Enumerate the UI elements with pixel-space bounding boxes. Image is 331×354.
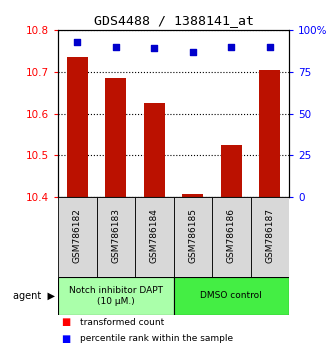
Bar [144, 103, 165, 197]
Text: GSM786182: GSM786182 [73, 208, 82, 263]
Bar [58, 277, 173, 315]
Bar [135, 197, 173, 277]
Text: Notch inhibitor DAPT
(10 μM.): Notch inhibitor DAPT (10 μM.) [69, 286, 163, 306]
Point [229, 44, 234, 50]
Bar [97, 197, 135, 277]
Bar [173, 197, 212, 277]
Text: DMSO control: DMSO control [200, 291, 262, 301]
Point [190, 49, 195, 55]
Text: GSM786184: GSM786184 [150, 208, 159, 263]
Bar [58, 197, 97, 277]
Bar [259, 70, 280, 197]
Bar [67, 57, 88, 197]
Text: GSM786187: GSM786187 [265, 208, 274, 263]
Point [113, 44, 118, 50]
Text: transformed count: transformed count [79, 318, 164, 327]
Point [152, 46, 157, 51]
Text: agent  ▶: agent ▶ [13, 291, 55, 301]
Text: percentile rank within the sample: percentile rank within the sample [79, 334, 233, 343]
Bar [173, 277, 289, 315]
Bar [105, 78, 126, 197]
Bar [221, 145, 242, 197]
Title: GDS4488 / 1388141_at: GDS4488 / 1388141_at [93, 15, 254, 28]
Bar [182, 194, 203, 197]
Bar [251, 197, 289, 277]
Text: GSM786186: GSM786186 [227, 208, 236, 263]
Text: GSM786185: GSM786185 [188, 208, 197, 263]
Text: ■: ■ [61, 334, 71, 344]
Text: ■: ■ [61, 317, 71, 327]
Bar [212, 197, 251, 277]
Point [74, 39, 80, 45]
Point [267, 44, 272, 50]
Text: GSM786183: GSM786183 [111, 208, 120, 263]
